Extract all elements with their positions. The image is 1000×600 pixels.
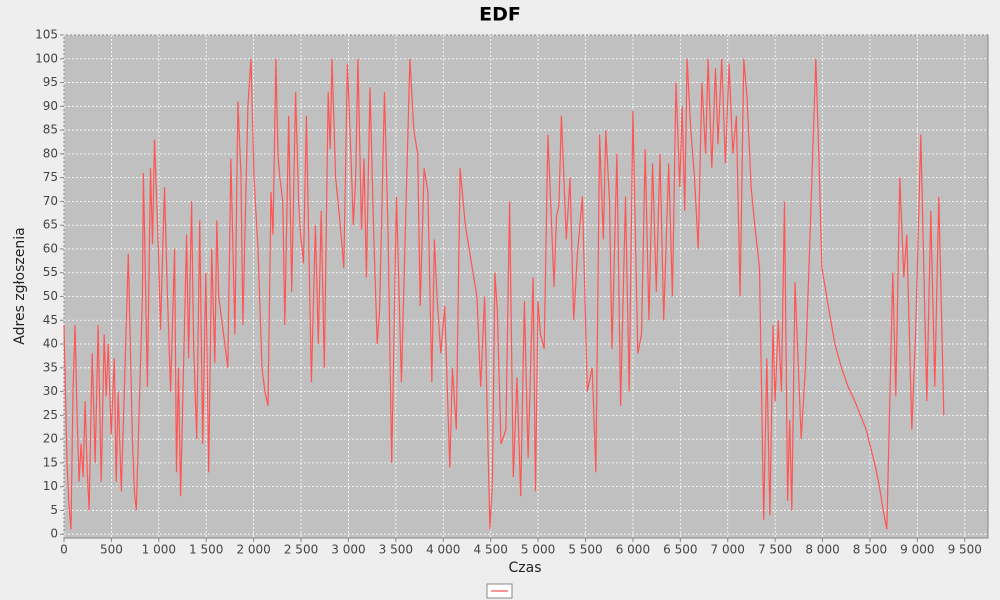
x-tick-label: 3 000 (331, 543, 365, 557)
x-tick-label: 7 500 (758, 543, 792, 557)
x-tick-label: 1 500 (189, 543, 223, 557)
y-tick-label: 60 (43, 241, 58, 255)
x-tick-label: 5 500 (568, 543, 602, 557)
y-tick-label: 55 (43, 265, 58, 279)
x-tick-label: 9 500 (948, 543, 982, 557)
y-tick-label: 95 (43, 75, 58, 89)
y-tick-label: 75 (43, 170, 58, 184)
y-tick-label: 85 (43, 123, 58, 137)
chart-title: EDF (479, 4, 521, 26)
y-tick-label: 35 (43, 360, 58, 374)
x-tick-label: 6 000 (616, 543, 650, 557)
y-tick-label: 90 (43, 99, 58, 113)
x-tick-label: 7 000 (711, 543, 745, 557)
y-tick-label: 20 (43, 432, 58, 446)
x-tick-label: 8 500 (853, 543, 887, 557)
x-tick-label: 2 000 (236, 543, 270, 557)
y-tick-label: 80 (43, 146, 58, 160)
y-tick-label: 5 (50, 503, 58, 517)
x-tick-label: 0 (60, 543, 68, 557)
y-tick-label: 0 (50, 527, 58, 541)
data-line (63, 58, 945, 530)
y-tick-label: 70 (43, 194, 58, 208)
x-tick-label: 2 500 (284, 543, 318, 557)
x-tick-label: 500 (100, 543, 123, 557)
x-axis-label: Czas (509, 560, 542, 576)
y-tick-label: 30 (43, 384, 58, 398)
y-tick-label: 50 (43, 289, 58, 303)
x-tick-label: 4 500 (474, 543, 508, 557)
y-tick-label: 105 (35, 28, 58, 42)
x-tick-label: 9 000 (900, 543, 934, 557)
y-tick-label: 10 (43, 479, 58, 493)
y-tick-label: 45 (43, 313, 58, 327)
x-tick-label: 1 000 (142, 543, 176, 557)
y-tick-label: 25 (43, 408, 58, 422)
y-tick-label: 100 (35, 51, 58, 65)
x-tick-label: 8 000 (805, 543, 839, 557)
y-tick-label: 15 (43, 455, 58, 469)
x-tick-label: 5 000 (521, 543, 555, 557)
y-tick-label: 65 (43, 218, 58, 232)
x-tick-label: 4 000 (426, 543, 460, 557)
x-tick-label: 6 500 (663, 543, 697, 557)
x-tick-label: 3 500 (379, 543, 413, 557)
y-tick-label: 40 (43, 337, 58, 351)
y-axis-label: Adres zgłoszenia (12, 227, 28, 344)
